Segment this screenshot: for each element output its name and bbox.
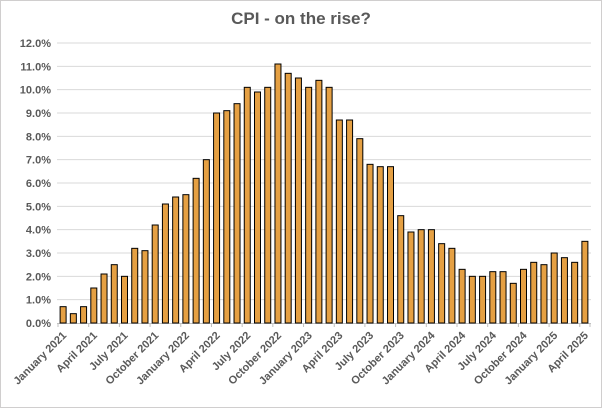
bar [335, 119, 343, 324]
y-tick-label: 12.0% [20, 38, 51, 50]
bar [243, 86, 251, 324]
bar [161, 203, 169, 324]
bar [110, 264, 118, 324]
bar [366, 163, 374, 324]
bar [90, 287, 98, 324]
bar [376, 166, 384, 324]
bar [233, 103, 241, 324]
y-tick-label: 2.0% [26, 271, 51, 283]
bar [550, 252, 558, 324]
chart-title: CPI - on the rise? [231, 9, 371, 28]
bar [397, 215, 405, 324]
bar [213, 112, 221, 324]
y-tick-label: 5.0% [26, 201, 51, 213]
bar [69, 313, 77, 324]
bar [468, 275, 476, 324]
y-tick-label: 6.0% [26, 178, 51, 190]
y-tick-label: 4.0% [26, 225, 51, 237]
bar [131, 247, 139, 324]
bar [509, 282, 517, 324]
bar [571, 261, 579, 324]
bar [387, 166, 394, 324]
bar [182, 194, 190, 324]
bar [294, 77, 302, 324]
bar [254, 91, 261, 324]
bar [356, 138, 364, 324]
bar [172, 196, 180, 324]
bar [448, 247, 456, 324]
bar [192, 177, 200, 324]
bar [141, 250, 149, 324]
bar [530, 261, 538, 324]
bar [346, 119, 354, 324]
y-tick-label: 3.0% [26, 248, 51, 260]
y-tick-label: 1.0% [26, 295, 51, 307]
x-tick-label: October 2024 [472, 329, 530, 387]
bar [489, 271, 497, 324]
bar [59, 306, 67, 324]
bar [407, 231, 415, 324]
bar [417, 229, 425, 324]
bar [581, 240, 589, 324]
bar [427, 229, 435, 324]
bar [325, 86, 333, 324]
y-tick-label: 8.0% [26, 131, 51, 143]
bar [499, 271, 507, 324]
x-tick-label: January 2021 [11, 330, 69, 388]
bar [151, 224, 159, 324]
bar [315, 79, 323, 324]
bar [274, 63, 282, 324]
y-tick-label: 10.0% [20, 85, 51, 97]
y-tick-label: 9.0% [26, 108, 51, 120]
bar [121, 275, 128, 324]
bar [540, 264, 548, 324]
x-tick-label: January 2024 [380, 329, 438, 387]
y-tick-label: 0.0% [26, 318, 51, 330]
bar [284, 72, 292, 324]
bar [305, 86, 313, 324]
bar [438, 243, 446, 324]
bar [264, 86, 272, 324]
bar [100, 273, 108, 324]
y-tick-label: 7.0% [26, 155, 51, 167]
bar [560, 257, 568, 324]
bar [223, 110, 231, 324]
bar [520, 268, 527, 324]
bar [458, 268, 466, 324]
y-tick-label: 11.0% [20, 61, 51, 73]
bar [479, 275, 487, 324]
bar [80, 306, 88, 324]
bar [202, 159, 210, 324]
